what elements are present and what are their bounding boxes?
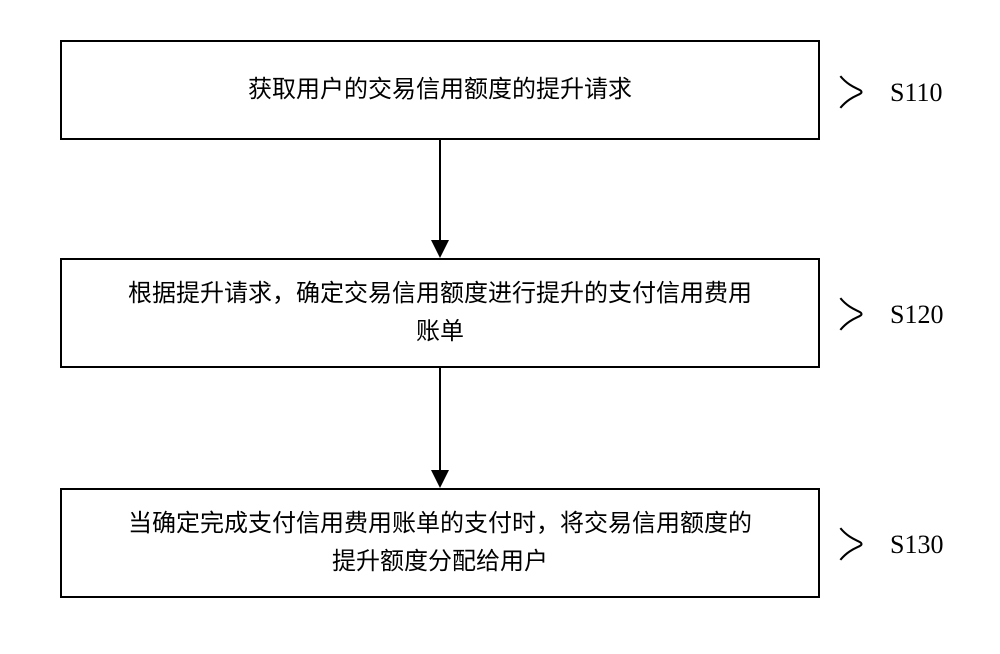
step-label-s130: S130 <box>890 530 943 560</box>
step-box-s120: 根据提升请求，确定交易信用额度进行提升的支付信用费用 账单 <box>60 258 820 368</box>
flowchart-canvas: 获取用户的交易信用额度的提升请求 根据提升请求，确定交易信用额度进行提升的支付信… <box>0 0 1000 654</box>
step-box-s130: 当确定完成支付信用费用账单的支付时，将交易信用额度的 提升额度分配给用户 <box>60 488 820 598</box>
step-label-s110: S110 <box>890 78 943 108</box>
swoosh-s130 <box>832 526 872 562</box>
arrow-s120-s130 <box>420 368 460 490</box>
step-box-s110: 获取用户的交易信用额度的提升请求 <box>60 40 820 140</box>
step-label-s120: S120 <box>890 300 943 330</box>
step-text: 根据提升请求，确定交易信用额度进行提升的支付信用费用 账单 <box>128 275 752 352</box>
swoosh-s110 <box>832 74 872 110</box>
step-text: 当确定完成支付信用费用账单的支付时，将交易信用额度的 提升额度分配给用户 <box>128 505 752 582</box>
step-text: 获取用户的交易信用额度的提升请求 <box>248 71 632 109</box>
swoosh-s120 <box>832 296 872 332</box>
arrow-s110-s120 <box>420 140 460 260</box>
